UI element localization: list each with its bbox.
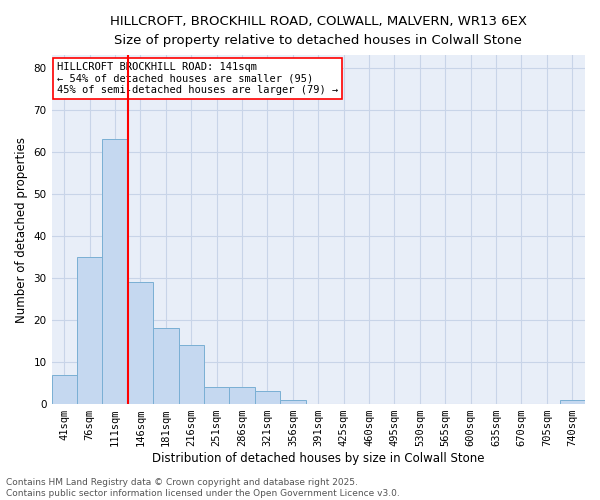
Bar: [255, 392, 280, 404]
X-axis label: Distribution of detached houses by size in Colwall Stone: Distribution of detached houses by size …: [152, 452, 485, 465]
Bar: [560, 400, 585, 404]
Bar: [77, 257, 103, 404]
Text: Contains HM Land Registry data © Crown copyright and database right 2025.
Contai: Contains HM Land Registry data © Crown c…: [6, 478, 400, 498]
Bar: [179, 345, 204, 404]
Bar: [280, 400, 305, 404]
Text: HILLCROFT BROCKHILL ROAD: 141sqm
← 54% of detached houses are smaller (95)
45% o: HILLCROFT BROCKHILL ROAD: 141sqm ← 54% o…: [57, 62, 338, 96]
Bar: [153, 328, 179, 404]
Bar: [128, 282, 153, 404]
Bar: [204, 388, 229, 404]
Title: HILLCROFT, BROCKHILL ROAD, COLWALL, MALVERN, WR13 6EX
Size of property relative : HILLCROFT, BROCKHILL ROAD, COLWALL, MALV…: [110, 15, 527, 47]
Bar: [52, 374, 77, 404]
Bar: [229, 388, 255, 404]
Bar: [103, 139, 128, 404]
Y-axis label: Number of detached properties: Number of detached properties: [15, 136, 28, 322]
